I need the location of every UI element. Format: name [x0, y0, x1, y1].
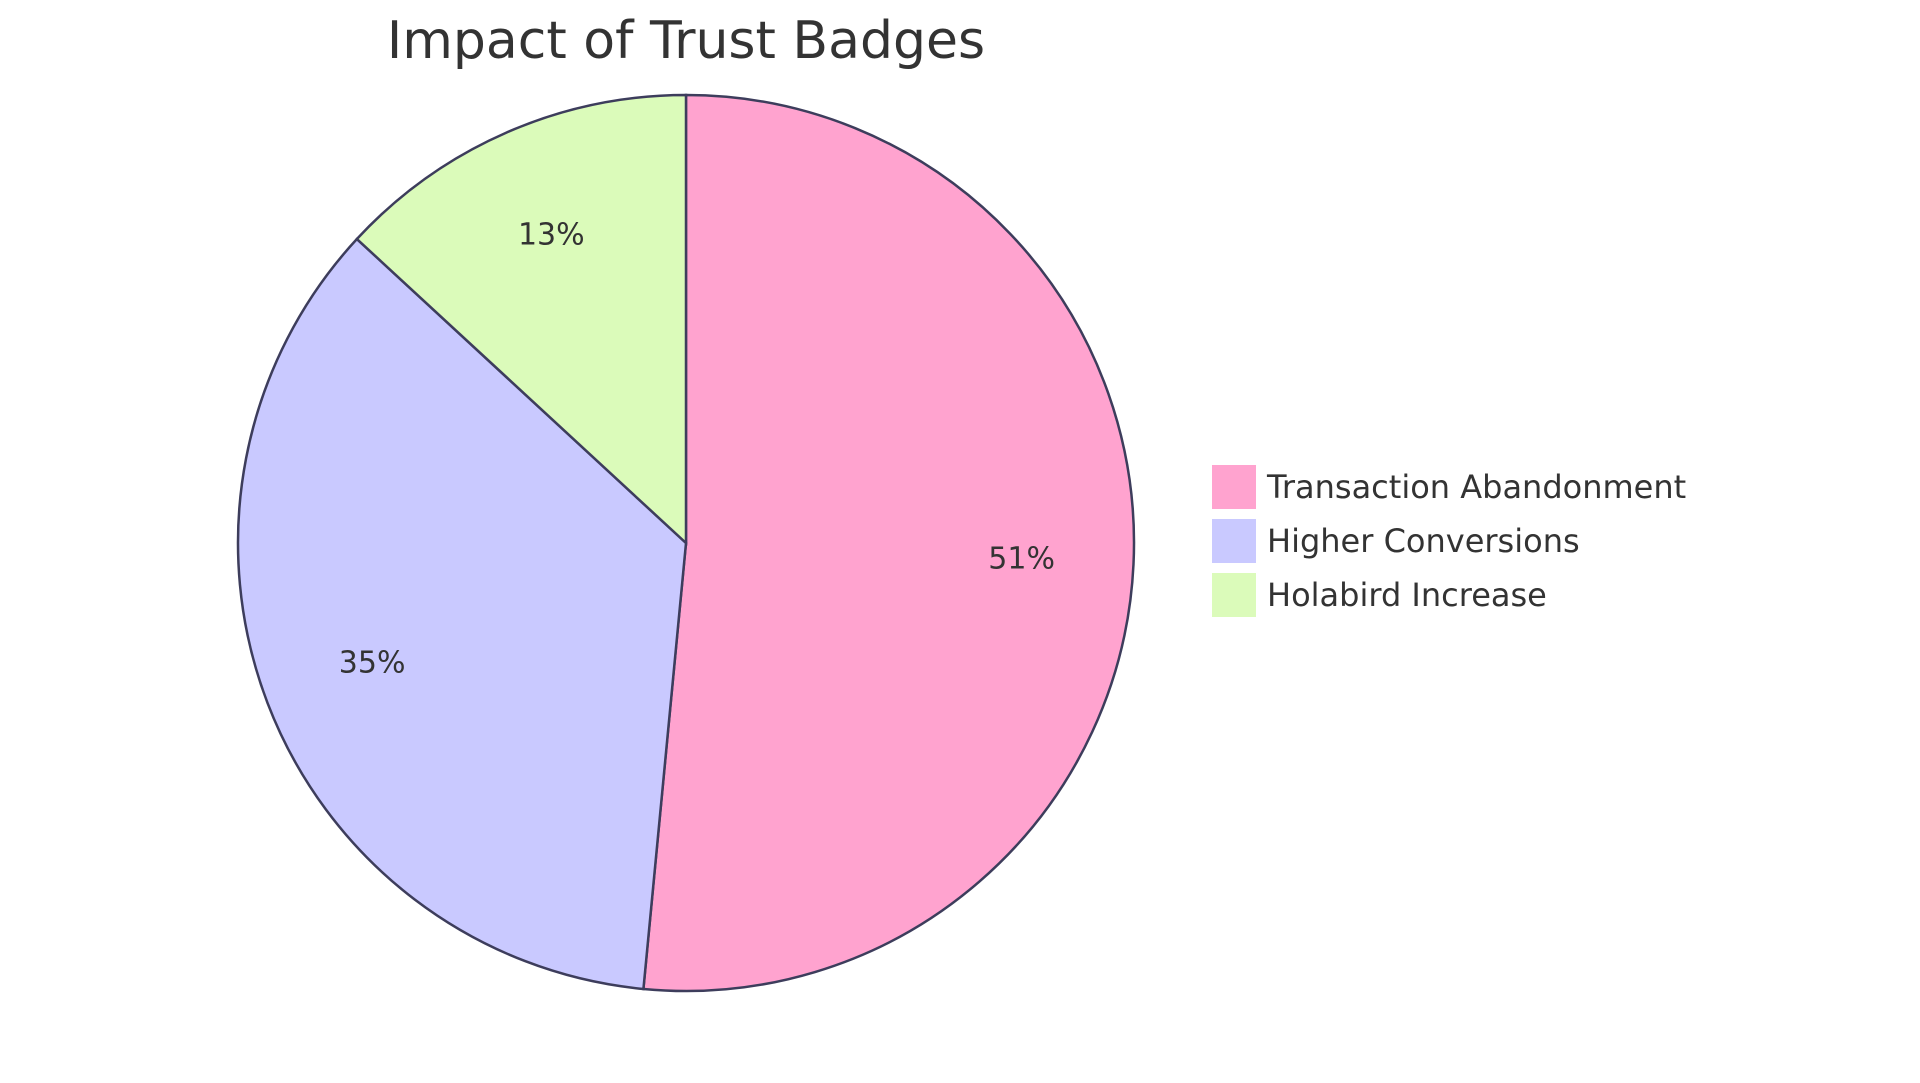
legend: Transaction Abandonment Higher Conversion…: [1210, 463, 1686, 619]
pie-slice-transaction-abandonment: [642, 93, 1136, 993]
legend-swatch-holabird-increase: [1210, 571, 1258, 619]
pie-slice-holabird-increase: [355, 93, 688, 546]
legend-label-holabird-increase: Holabird Increase: [1267, 576, 1547, 614]
pie-slice-label-transaction-abandonment: 51%: [988, 541, 1055, 576]
pie-slice-label-higher-conversions: 35%: [339, 645, 406, 680]
pie-slice-labels: 51% 35% 13%: [339, 218, 1055, 681]
pie-slice-label-holabird-increase: 13%: [518, 218, 585, 253]
legend-label-higher-conversions: Higher Conversions: [1267, 522, 1580, 560]
legend-label-transaction-abandonment: Transaction Abandonment: [1266, 468, 1686, 506]
legend-swatch-transaction-abandonment: [1210, 463, 1258, 511]
chart-title: Impact of Trust Badges: [387, 11, 985, 71]
pie-slice-higher-conversions: [236, 237, 688, 991]
legend-swatch-higher-conversions: [1210, 517, 1258, 565]
pie-slices: [236, 93, 1136, 993]
